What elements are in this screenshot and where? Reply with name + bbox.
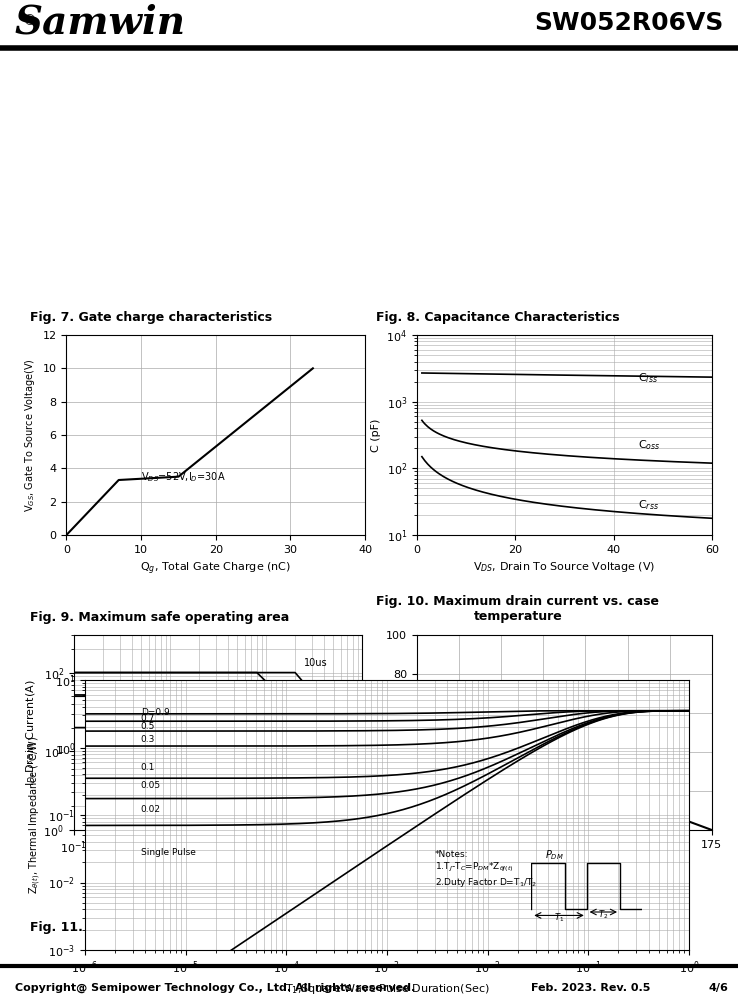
Text: Operation In This Area Is
Limited By R$_{DS(on)}$: Operation In This Area Is Limited By R$_…: [85, 680, 196, 705]
Text: 0.7: 0.7: [141, 714, 155, 723]
Text: $P_{DM}$: $P_{DM}$: [545, 848, 563, 862]
Text: 0.05: 0.05: [141, 781, 161, 790]
X-axis label: Q$_g$, Total Gate Charge (nC): Q$_g$, Total Gate Charge (nC): [140, 560, 292, 577]
Text: C$_{rss}$: C$_{rss}$: [638, 498, 659, 512]
Y-axis label: V$_{GS}$, Gate To Source Voltage(V): V$_{GS}$, Gate To Source Voltage(V): [23, 358, 37, 512]
Text: Fig. 7. Gate charge characteristics: Fig. 7. Gate charge characteristics: [30, 311, 272, 324]
X-axis label: T$_1$,Square Wave Pulse Duration(Sec): T$_1$,Square Wave Pulse Duration(Sec): [285, 982, 489, 996]
Y-axis label: Z$_{\theta(t)}$, Thermal Impedance (℃/W): Z$_{\theta(t)}$, Thermal Impedance (℃/W): [27, 736, 43, 894]
Text: Fig. 8. Capacitance Characteristics: Fig. 8. Capacitance Characteristics: [376, 311, 620, 324]
Text: 1ms: 1ms: [245, 720, 266, 730]
Text: 10us: 10us: [305, 658, 328, 668]
Text: DC: DC: [187, 791, 201, 801]
Text: 10ms: 10ms: [216, 755, 243, 765]
Text: 4/6: 4/6: [708, 983, 728, 993]
Text: *Notes:
1.T$_J$-T$_C$=P$_{DM}$*Z$_{\theta J(t)}$
2.Duty Factor D=T$_1$/T$_2$: *Notes: 1.T$_J$-T$_C$=P$_{DM}$*Z$_{\thet…: [435, 850, 537, 889]
Text: Feb. 2023. Rev. 0.5: Feb. 2023. Rev. 0.5: [531, 983, 651, 993]
Text: 100us: 100us: [274, 688, 303, 698]
Text: Single Pulse: Single Pulse: [141, 848, 196, 857]
X-axis label: Tc,Case Temperature (℃): Tc,Case Temperature (℃): [494, 855, 635, 865]
Text: Fig. 11. Transient thermal response curve: Fig. 11. Transient thermal response curv…: [30, 921, 323, 934]
Text: SW052R06VS: SW052R06VS: [534, 10, 723, 34]
Text: ®: ®: [22, 15, 36, 29]
Text: C$_{oss}$: C$_{oss}$: [638, 438, 661, 452]
Text: $T_2$: $T_2$: [598, 909, 608, 921]
Y-axis label: C (pF): C (pF): [371, 418, 381, 452]
Text: C$_{iss}$: C$_{iss}$: [638, 372, 658, 385]
Text: Copyright@ Semipower Technology Co., Ltd. All rights reserved.: Copyright@ Semipower Technology Co., Ltd…: [15, 983, 415, 993]
X-axis label: V$_{DS}$,Drain To Source Voltage(V): V$_{DS}$,Drain To Source Voltage(V): [131, 862, 306, 876]
Y-axis label: I$_D$,Drain Current(A): I$_D$,Drain Current(A): [24, 679, 38, 786]
Text: D=0.9: D=0.9: [141, 708, 170, 717]
Text: Samwin: Samwin: [15, 3, 186, 41]
Text: V$_{DS}$=52V,I$_D$=30A: V$_{DS}$=52V,I$_D$=30A: [141, 470, 226, 484]
Text: 0.3: 0.3: [141, 735, 155, 744]
Text: *Notes:
1.T$_J$=25℃
2.T$_J$=150℃
3.Single Pulse: *Notes: 1.T$_J$=25℃ 2.T$_J$=150℃ 3.Singl…: [85, 816, 148, 865]
X-axis label: V$_{DS}$, Drain To Source Voltage (V): V$_{DS}$, Drain To Source Voltage (V): [473, 560, 655, 574]
Text: $T_1$: $T_1$: [554, 911, 564, 924]
Y-axis label: I$_D$,Drain Current(A): I$_D$,Drain Current(A): [367, 679, 381, 786]
Text: 0.5: 0.5: [141, 722, 155, 731]
Text: Fig. 10. Maximum drain current vs. case
temperature: Fig. 10. Maximum drain current vs. case …: [376, 595, 659, 623]
Text: 0.1: 0.1: [141, 763, 155, 772]
Text: Fig. 9. Maximum safe operating area: Fig. 9. Maximum safe operating area: [30, 611, 289, 624]
Text: 0.02: 0.02: [141, 805, 161, 814]
